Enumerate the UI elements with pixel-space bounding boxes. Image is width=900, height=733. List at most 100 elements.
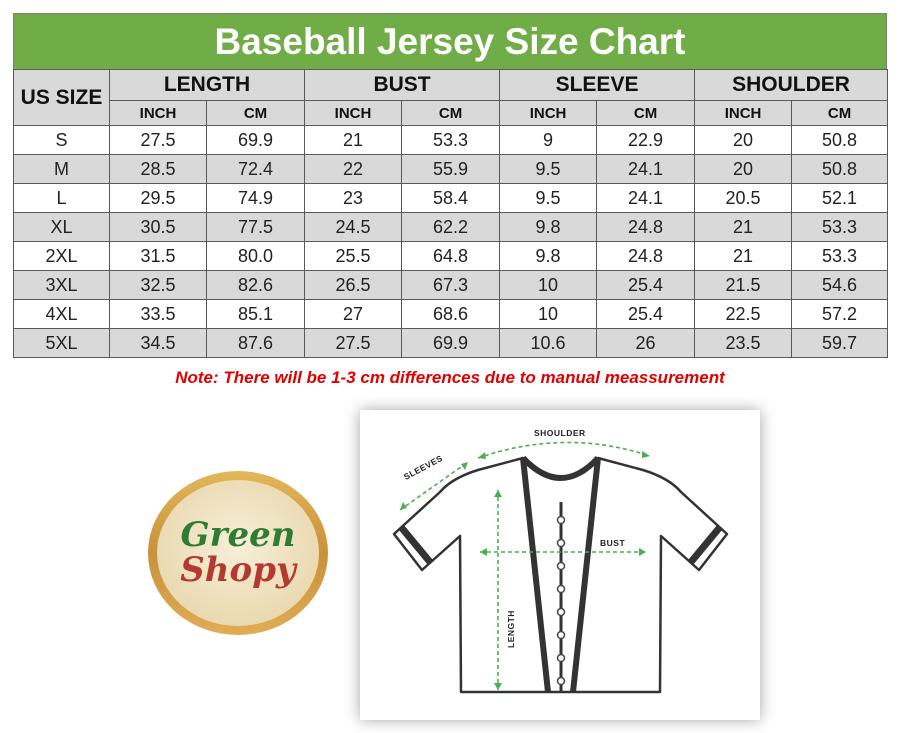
measurement-cell: 34.5 xyxy=(109,328,207,358)
table-row: XL 30.5 77.5 24.5 62.2 9.8 24.8 21 53.3 xyxy=(13,212,889,242)
measurement-cell: 30.5 xyxy=(109,212,207,242)
measurement-cell: 9.5 xyxy=(499,154,598,184)
table-row: 2XL 31.5 80.0 25.5 64.8 9.8 24.8 21 53.3 xyxy=(13,241,889,271)
measurement-cell: 25.4 xyxy=(596,270,696,300)
measurement-cell: 64.8 xyxy=(401,241,501,271)
measurement-cell: 26.5 xyxy=(304,270,403,300)
measurement-cell: 50.8 xyxy=(791,125,889,155)
measurement-cell: 58.4 xyxy=(401,183,501,213)
unit-header: CM xyxy=(401,100,501,126)
measurement-cell: 85.1 xyxy=(205,299,306,329)
measurement-cell: 20 xyxy=(694,125,793,155)
logo-word-green: Green xyxy=(181,515,296,555)
measurement-cell: 24.5 xyxy=(304,212,403,242)
diagram-label-bust: BUST xyxy=(600,538,626,548)
measurement-cell: 9.8 xyxy=(499,241,598,271)
group-header-sleeve: SLEEVE xyxy=(499,69,696,101)
diagram-label-shoulder: SHOULDER xyxy=(534,428,586,438)
size-cell: S xyxy=(13,125,110,155)
group-header-bust: BUST xyxy=(304,69,501,101)
measurement-cell: 62.2 xyxy=(401,212,501,242)
size-table: US SIZE LENGTH BUST SLEEVE SHOULDER INCH… xyxy=(13,69,889,358)
size-rows: S 27.5 69.9 21 53.3 9 22.9 20 50.8 M 28.5 72.4 22 55.… xyxy=(13,125,889,358)
table-row: M 28.5 72.4 22 55.9 9.5 24.1 20 50.8 xyxy=(13,154,889,184)
measurement-cell: 68.6 xyxy=(401,299,501,329)
measurement-cell: 22.9 xyxy=(596,125,696,155)
table-row: L 29.5 74.9 23 58.4 9.5 24.1 20.5 52.1 xyxy=(13,183,889,213)
measurement-cell: 24.1 xyxy=(596,154,696,184)
measurement-cell: 21 xyxy=(304,125,403,155)
unit-header: INCH xyxy=(694,100,793,126)
measurement-cell: 55.9 xyxy=(401,154,501,184)
size-cell: 4XL xyxy=(13,299,110,329)
unit-header: INCH xyxy=(304,100,403,126)
unit-header: INCH xyxy=(109,100,207,126)
measurement-cell: 31.5 xyxy=(109,241,207,271)
size-cell: 3XL xyxy=(13,270,110,300)
measurement-cell: 20 xyxy=(694,154,793,184)
measurement-cell: 10.6 xyxy=(499,328,598,358)
measurement-cell: 9.8 xyxy=(499,212,598,242)
measurement-cell: 22.5 xyxy=(694,299,793,329)
measurement-cell: 27.5 xyxy=(304,328,403,358)
measurement-cell: 24.8 xyxy=(596,241,696,271)
jersey-icon xyxy=(392,441,729,694)
table-row: 3XL 32.5 82.6 26.5 67.3 10 25.4 21.5 54.6 xyxy=(13,270,889,300)
size-chart: Baseball Jersey Size Chart US SIZE LENGT… xyxy=(13,13,889,358)
measurement-cell: 77.5 xyxy=(205,212,306,242)
measurement-cell: 32.5 xyxy=(109,270,207,300)
measurement-cell: 10 xyxy=(499,270,598,300)
size-cell: 2XL xyxy=(13,241,110,271)
logo-word-shopy: Shopy xyxy=(180,550,298,590)
table-row: 4XL 33.5 85.1 27 68.6 10 25.4 22.5 57.2 xyxy=(13,299,889,329)
measurement-cell: 54.6 xyxy=(791,270,889,300)
measurement-cell: 21.5 xyxy=(694,270,793,300)
measurement-cell: 53.3 xyxy=(791,212,889,242)
measurement-cell: 22 xyxy=(304,154,403,184)
measurement-cell: 59.7 xyxy=(791,328,889,358)
measurement-cell: 27.5 xyxy=(109,125,207,155)
unit-header: CM xyxy=(205,100,306,126)
measurement-cell: 33.5 xyxy=(109,299,207,329)
measurement-cell: 21 xyxy=(694,241,793,271)
measurement-cell: 28.5 xyxy=(109,154,207,184)
measurement-cell: 21 xyxy=(694,212,793,242)
measurement-cell: 53.3 xyxy=(401,125,501,155)
measurement-cell: 52.1 xyxy=(791,183,889,213)
measurement-cell: 23 xyxy=(304,183,403,213)
measurement-cell: 23.5 xyxy=(694,328,793,358)
measurement-cell: 27 xyxy=(304,299,403,329)
unit-header: INCH xyxy=(499,100,598,126)
measurement-cell: 80.0 xyxy=(205,241,306,271)
measurement-cell: 26 xyxy=(596,328,696,358)
diagram-label-length: LENGTH xyxy=(506,610,516,648)
us-size-header: US SIZE xyxy=(13,69,110,126)
table-row: 5XL 34.5 87.6 27.5 69.9 10.6 26 23.5 59.7 xyxy=(13,328,889,358)
table-row: S 27.5 69.9 21 53.3 9 22.9 20 50.8 xyxy=(13,125,889,155)
measurement-cell: 10 xyxy=(499,299,598,329)
measurement-cell: 24.8 xyxy=(596,212,696,242)
measurement-cell: 25.5 xyxy=(304,241,403,271)
measurement-cell: 9 xyxy=(499,125,598,155)
measurement-cell: 29.5 xyxy=(109,183,207,213)
green-shopy-logo: Green Shopy xyxy=(148,471,328,635)
measurement-cell: 20.5 xyxy=(694,183,793,213)
jersey-measurement-diagram: SHOULDER SLEEVES BUST LENGTH xyxy=(360,410,760,720)
measurement-cell: 24.1 xyxy=(596,183,696,213)
unit-header: CM xyxy=(596,100,696,126)
size-cell: M xyxy=(13,154,110,184)
measurement-cell: 50.8 xyxy=(791,154,889,184)
measurement-cell: 57.2 xyxy=(791,299,889,329)
measurement-cell: 69.9 xyxy=(401,328,501,358)
measurement-cell: 72.4 xyxy=(205,154,306,184)
group-header-length: LENGTH xyxy=(108,69,306,101)
size-cell: L xyxy=(13,183,110,213)
measurement-cell: 53.3 xyxy=(791,241,889,271)
measurement-cell: 9.5 xyxy=(499,183,598,213)
measurement-cell: 74.9 xyxy=(205,183,306,213)
size-cell: 5XL xyxy=(13,328,110,358)
measurement-cell: 82.6 xyxy=(205,270,306,300)
measurement-note: Note: There will be 1-3 cm differences d… xyxy=(175,368,725,387)
group-header-shoulder: SHOULDER xyxy=(694,69,889,101)
measurement-cell: 67.3 xyxy=(401,270,501,300)
